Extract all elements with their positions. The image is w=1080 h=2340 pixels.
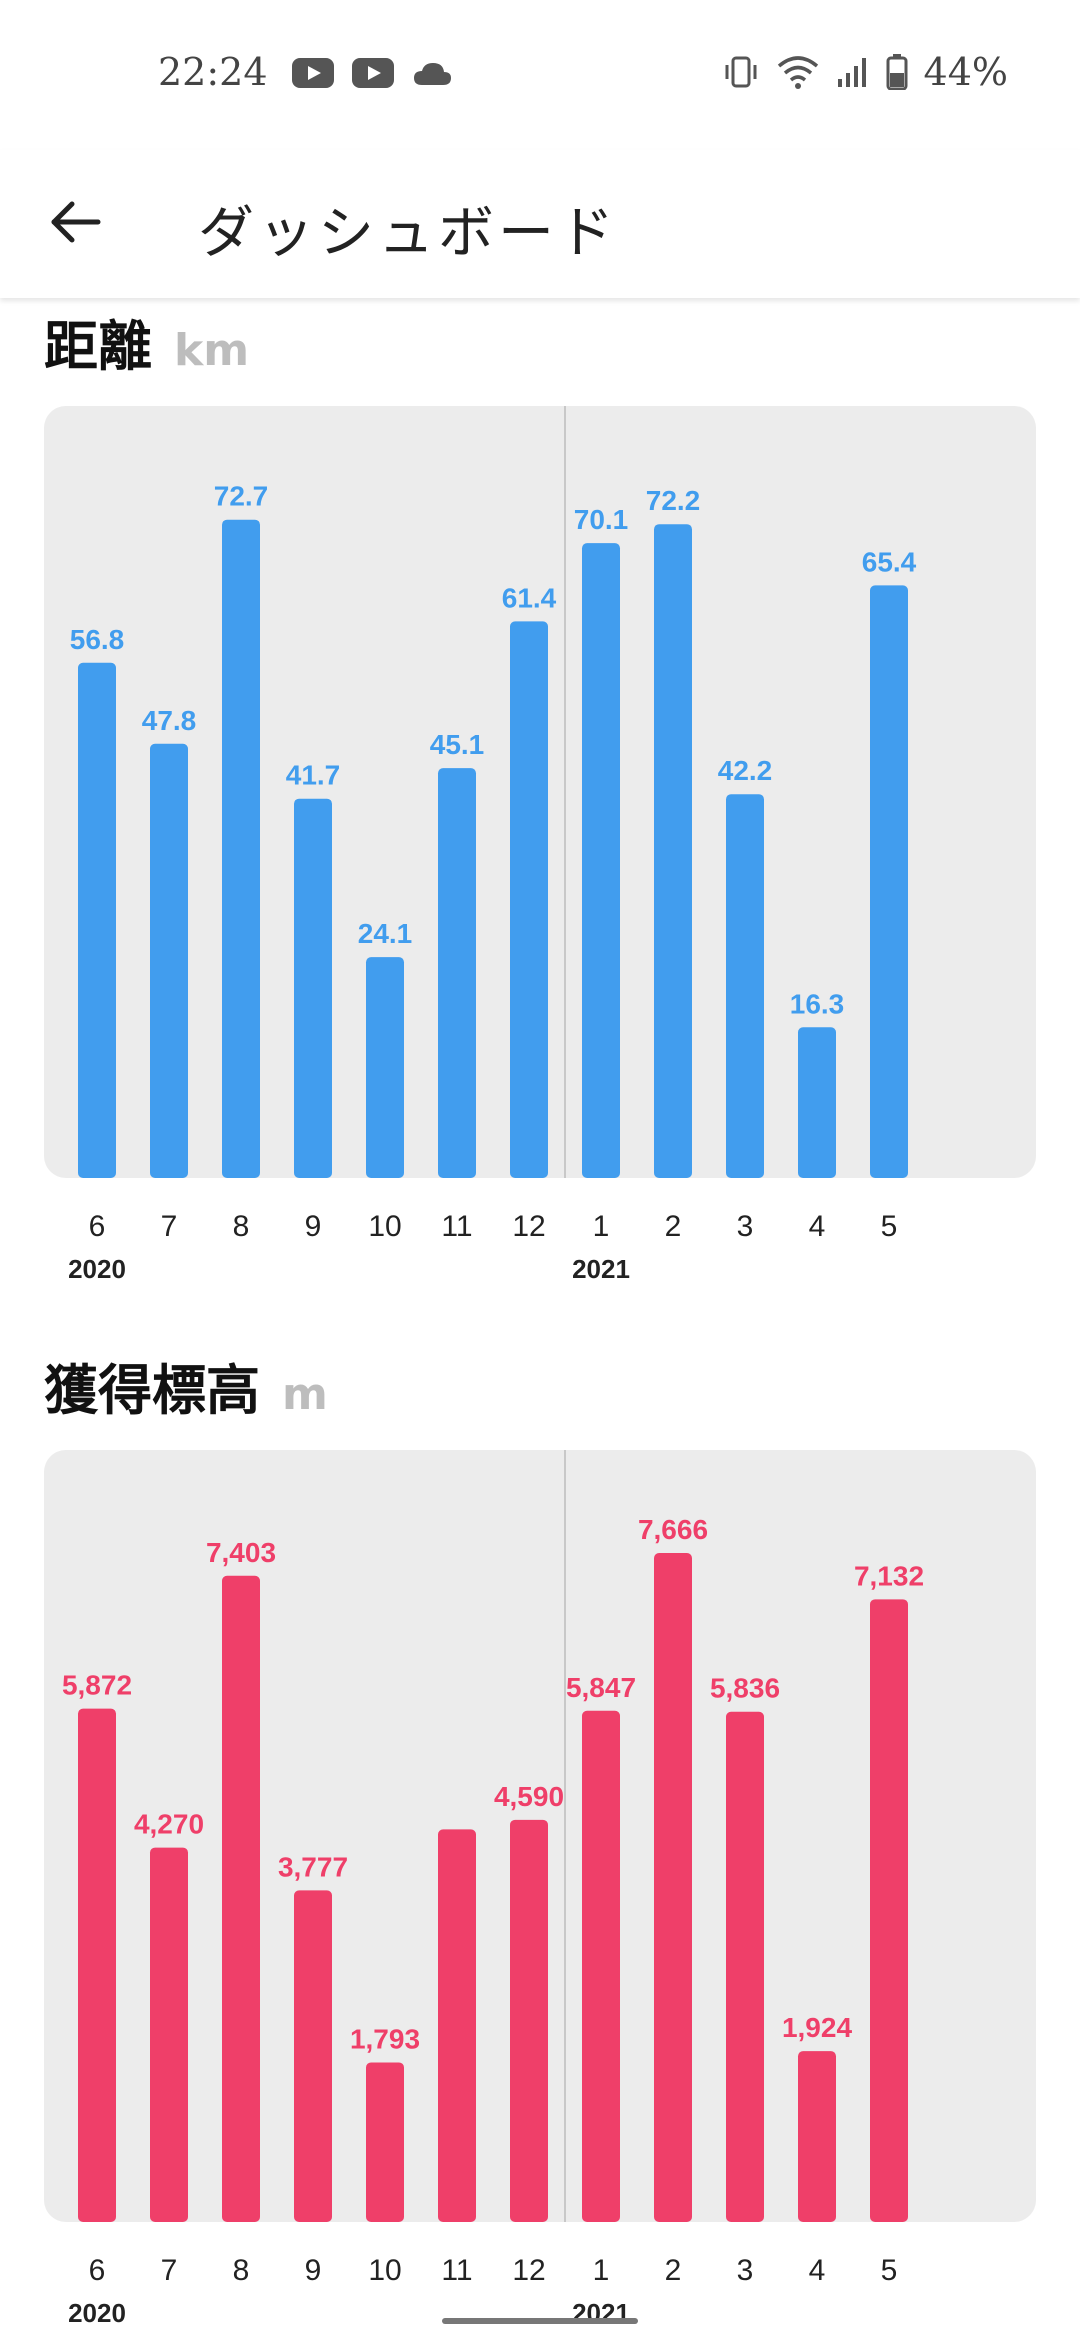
elevation-title: 獲得標高 bbox=[44, 1359, 260, 1422]
elevation-bar-8 bbox=[222, 1575, 260, 2222]
distance-value-label: 47.8 bbox=[142, 705, 197, 736]
distance-chart: 56.8647.8772.7841.7924.11045.11161.41270… bbox=[68, 406, 917, 1284]
distance-value-label: 65.4 bbox=[862, 546, 917, 577]
distance-tick-label: 2 bbox=[665, 1210, 682, 1243]
distance-bar-4 bbox=[798, 1027, 836, 1178]
vibrate-icon bbox=[725, 56, 757, 88]
elevation-value-label: 5,836 bbox=[710, 1673, 780, 1704]
distance-tick-label: 5 bbox=[881, 1210, 898, 1243]
elevation-year-label: 2020 bbox=[68, 2298, 126, 2328]
distance-bar-12 bbox=[510, 621, 548, 1178]
elevation-bar-7 bbox=[150, 1847, 188, 2222]
distance-value-label: 72.7 bbox=[214, 481, 269, 512]
distance-tick-label: 3 bbox=[737, 1210, 754, 1243]
distance-year-label: 2020 bbox=[68, 1254, 126, 1284]
distance-value-label: 72.2 bbox=[646, 485, 701, 516]
distance-bar-7 bbox=[150, 743, 188, 1178]
elevation-tick-label: 3 bbox=[737, 2254, 754, 2287]
distance-tick-label: 7 bbox=[161, 1210, 178, 1243]
elevation-tick-label: 11 bbox=[441, 2254, 472, 2287]
elevation-value-label: 7,132 bbox=[854, 1560, 924, 1591]
arrow-left-icon[interactable] bbox=[44, 190, 108, 254]
distance-title: 距離 bbox=[44, 315, 152, 378]
elevation-bar-1 bbox=[582, 1710, 620, 2222]
distance-value-label: 42.2 bbox=[718, 755, 773, 786]
distance-section-title: 距離 km bbox=[44, 302, 249, 381]
distance-bar-9 bbox=[294, 798, 332, 1178]
wifi-icon bbox=[777, 56, 818, 89]
distance-bar-10 bbox=[366, 957, 404, 1178]
elevation-tick-label: 7 bbox=[161, 2254, 178, 2287]
elevation-tick-label: 1 bbox=[593, 2254, 610, 2287]
elevation-tick-label: 6 bbox=[89, 2254, 106, 2287]
distance-bar-11 bbox=[438, 768, 476, 1178]
distance-tick-label: 4 bbox=[809, 1210, 826, 1243]
elevation-value-label: 4,270 bbox=[134, 1809, 204, 1840]
elevation-value-label: 4,590 bbox=[494, 1781, 564, 1812]
distance-value-label: 45.1 bbox=[430, 729, 485, 760]
distance-year-label: 2021 bbox=[572, 1254, 630, 1284]
distance-tick-label: 12 bbox=[512, 1210, 545, 1243]
battery-percentage: 44% bbox=[923, 50, 1008, 94]
elevation-tick-label: 9 bbox=[305, 2254, 322, 2287]
distance-bar-6 bbox=[78, 662, 116, 1178]
distance-bar-1 bbox=[582, 543, 620, 1178]
elevation-bar-2 bbox=[654, 1552, 692, 2222]
elevation-bar-9 bbox=[294, 1890, 332, 2222]
battery-icon bbox=[886, 54, 908, 90]
cloud-icon bbox=[414, 63, 451, 85]
distance-tick-label: 11 bbox=[441, 1210, 472, 1243]
elevation-value-label: 5,872 bbox=[62, 1670, 132, 1701]
elevation-value-label: 3,777 bbox=[278, 1851, 348, 1882]
elevation-value-label: 7,666 bbox=[638, 1514, 708, 1545]
elevation-value-label: 5,847 bbox=[566, 1672, 636, 1703]
elevation-bar-12 bbox=[510, 1819, 548, 2222]
distance-tick-label: 10 bbox=[368, 1210, 401, 1243]
notification-icons bbox=[292, 58, 452, 88]
elevation-value-label: 1,793 bbox=[350, 2023, 420, 2054]
app-bar: ダッシュボード bbox=[0, 150, 1080, 298]
elevation-value-label: 1,924 bbox=[782, 2012, 852, 2043]
distance-bar-3 bbox=[726, 794, 764, 1178]
elevation-bar-4 bbox=[798, 2051, 836, 2222]
elevation-tick-label: 8 bbox=[233, 2254, 250, 2287]
distance-value-label: 24.1 bbox=[358, 918, 413, 949]
status-bar: 22:24 44% bbox=[0, 0, 1080, 150]
signal-icon bbox=[837, 58, 866, 87]
elevation-tick-label: 12 bbox=[512, 2254, 545, 2287]
distance-unit: km bbox=[174, 325, 250, 376]
elevation-tick-label: 10 bbox=[368, 2254, 401, 2287]
elevation-bar-11 bbox=[438, 1829, 476, 2222]
status-time: 22:24 bbox=[158, 50, 268, 94]
distance-tick-label: 6 bbox=[89, 1210, 106, 1243]
elevation-tick-label: 4 bbox=[809, 2254, 826, 2287]
gesture-bar bbox=[442, 2318, 638, 2324]
elevation-value-label: 7,403 bbox=[206, 1537, 276, 1568]
elevation-tick-label: 5 bbox=[881, 2254, 898, 2287]
distance-value-label: 56.8 bbox=[70, 624, 125, 655]
elevation-bar-3 bbox=[726, 1711, 764, 2222]
distance-value-label: 41.7 bbox=[286, 760, 341, 791]
distance-tick-label: 8 bbox=[233, 1210, 250, 1243]
elevation-unit: m bbox=[282, 1369, 328, 1420]
elevation-section-title: 獲得標高 m bbox=[44, 1346, 328, 1425]
distance-value-label: 16.3 bbox=[790, 988, 845, 1019]
page-title: ダッシュボード bbox=[198, 201, 618, 266]
elevation-tick-label: 2 bbox=[665, 2254, 682, 2287]
distance-tick-label: 1 bbox=[593, 1210, 610, 1243]
distance-bar-8 bbox=[222, 519, 260, 1178]
distance-bar-2 bbox=[654, 524, 692, 1178]
distance-value-label: 61.4 bbox=[502, 582, 557, 613]
system-icons: 44% bbox=[722, 50, 1008, 94]
youtube-icon bbox=[292, 58, 334, 88]
distance-bar-5 bbox=[870, 585, 908, 1178]
elevation-bar-10 bbox=[366, 2062, 404, 2222]
distance-tick-label: 9 bbox=[305, 1210, 322, 1243]
distance-value-label: 70.1 bbox=[574, 504, 629, 535]
youtube-icon bbox=[352, 58, 394, 88]
elevation-bar-5 bbox=[870, 1599, 908, 2222]
elevation-bar-6 bbox=[78, 1708, 116, 2222]
